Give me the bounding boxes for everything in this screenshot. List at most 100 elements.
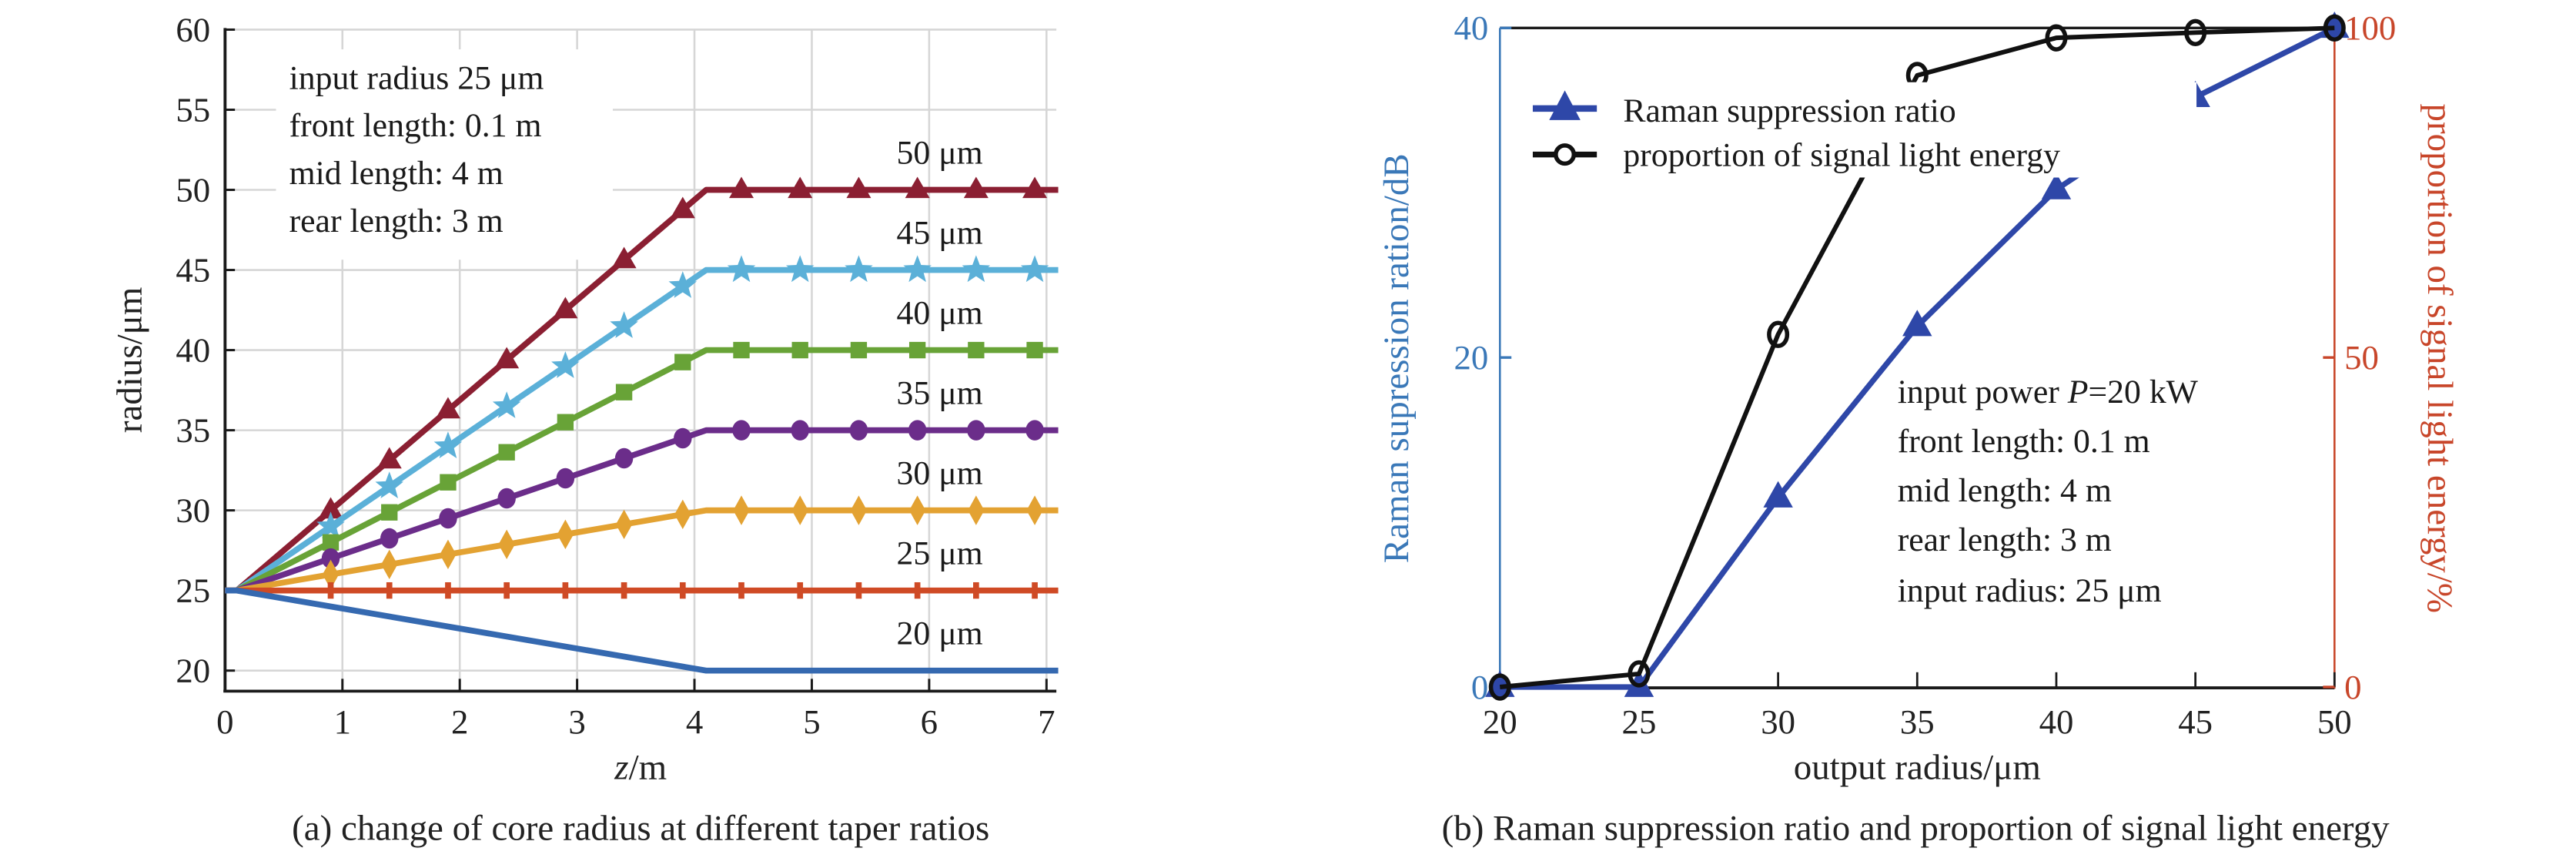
series-line xyxy=(1499,25,2335,690)
star-marker xyxy=(1020,255,1049,283)
circle-marker xyxy=(1025,420,1044,441)
legend-label-signal: proportion of signal light energy xyxy=(1623,137,2060,174)
diamond-marker xyxy=(791,495,808,525)
triangle-marker xyxy=(963,176,989,199)
tick-marker xyxy=(679,581,686,599)
right-y-tick-label: 0 xyxy=(2344,668,2361,706)
star-marker xyxy=(845,255,873,283)
left-y-tick-label: 20 xyxy=(1454,338,1489,377)
annotation-line: rear length: 3 m xyxy=(1898,521,2112,558)
diamond-marker xyxy=(498,529,515,560)
tick-marker xyxy=(503,581,510,599)
circle-marker xyxy=(380,528,399,549)
series-25-um xyxy=(225,581,1059,599)
star-marker xyxy=(433,431,463,458)
diamond-marker xyxy=(557,519,574,550)
x-tick-label: 5 xyxy=(803,702,820,741)
open-circle-marker xyxy=(1767,320,1790,348)
open-circle-marker xyxy=(2045,24,2068,52)
triangle-marker xyxy=(729,176,754,199)
diamond-marker xyxy=(440,539,457,570)
panel-a-series xyxy=(225,176,1059,674)
star-marker xyxy=(727,255,756,283)
circle-marker xyxy=(967,420,985,441)
diamond-marker xyxy=(850,495,868,525)
triangle-marker xyxy=(494,347,520,369)
series-label: 50 μm xyxy=(897,134,983,171)
circle-marker xyxy=(791,420,809,441)
annotation-line: front length: 0.1 m xyxy=(289,107,542,144)
series-label: 30 μm xyxy=(897,454,983,491)
star-marker xyxy=(610,311,638,338)
square-marker xyxy=(850,341,868,359)
panel-a-x-axis-title: z/m xyxy=(614,748,667,788)
square-marker xyxy=(1026,341,1043,359)
tick-marker xyxy=(621,581,627,599)
tick-marker xyxy=(797,581,804,599)
annotation-line: input power P=20 kW xyxy=(1898,374,2199,411)
panel-b-right-axis-title: proportion of signal light energy/% xyxy=(2420,104,2460,613)
triangle-marker xyxy=(1902,310,1932,337)
panel-a-annotation: input radius 25 μm front length: 0.1 m m… xyxy=(276,49,613,260)
square-marker xyxy=(440,474,457,491)
tick-marker xyxy=(445,581,451,599)
tick-marker xyxy=(327,581,334,599)
panel-a-series-labels: 50 μm 45 μm 40 μm 35 μm 30 μm 25 μm 20 μm xyxy=(897,134,983,652)
x-tick-label: 2 xyxy=(451,702,468,741)
annotation-text: =20 kW xyxy=(2088,374,2198,411)
tick-marker xyxy=(855,581,862,599)
legend-label-raman: Raman suppression ratio xyxy=(1623,92,1955,129)
y-tick-label: 60 xyxy=(176,10,210,49)
series-label: 20 μm xyxy=(897,615,983,652)
square-marker xyxy=(615,384,633,401)
panel-b-left-axis-title: Raman supression ration/dB xyxy=(1377,153,1417,563)
x-tick-label: 20 xyxy=(1483,702,1517,741)
tick-marker xyxy=(386,581,393,599)
square-marker xyxy=(908,341,926,359)
star-marker xyxy=(903,255,932,283)
circle-marker xyxy=(674,427,692,449)
triangle-marker xyxy=(376,447,402,469)
diamond-marker xyxy=(615,509,633,540)
x-tick-label: 7 xyxy=(1038,702,1055,741)
y-tick-label: 50 xyxy=(176,170,210,209)
y-tick-label: 40 xyxy=(176,331,210,370)
circle-marker xyxy=(614,447,634,469)
diamond-marker xyxy=(908,495,926,525)
square-marker xyxy=(557,414,574,431)
x-tick-label: 0 xyxy=(216,702,233,741)
x-tick-label: 45 xyxy=(2178,702,2213,741)
circle-marker xyxy=(849,420,868,441)
triangle-marker xyxy=(905,176,930,199)
x-axis-title-unit: /m xyxy=(629,748,667,788)
circle-marker xyxy=(556,468,575,489)
star-marker xyxy=(316,511,345,538)
panel-b-legend: Raman suppression ratio proportion of si… xyxy=(1519,82,2197,178)
panel-b-caption: (b) Raman suppression ratio and proporti… xyxy=(1442,808,2390,848)
tick-marker xyxy=(1032,581,1038,599)
y-tick-label: 25 xyxy=(176,571,210,610)
open-circle-marker-icon xyxy=(1554,143,1577,166)
y-tick-label: 35 xyxy=(176,411,210,450)
series-label: 45 μm xyxy=(897,214,983,251)
x-tick-label: 30 xyxy=(1761,702,1795,741)
panel-b-annotation: input power P=20 kW front length: 0.1 m … xyxy=(1898,374,2199,609)
triangle-marker xyxy=(1763,481,1793,508)
diamond-marker xyxy=(1026,495,1043,525)
x-tick-label: 1 xyxy=(334,702,351,741)
circle-marker xyxy=(497,488,516,509)
open-circle-marker xyxy=(1488,673,1511,701)
right-y-tick-label: 50 xyxy=(2344,338,2379,377)
star-marker xyxy=(962,255,991,283)
diamond-marker xyxy=(381,549,398,580)
annotation-line: input radius 25 μm xyxy=(289,59,544,96)
legend-box xyxy=(1519,82,2197,178)
series-20-um xyxy=(225,587,1059,674)
square-marker xyxy=(733,341,750,359)
star-marker xyxy=(375,471,404,498)
square-marker xyxy=(791,341,808,359)
x-tick-label: 40 xyxy=(2039,702,2074,741)
series-label: 25 μm xyxy=(897,535,983,572)
square-marker xyxy=(968,341,985,359)
